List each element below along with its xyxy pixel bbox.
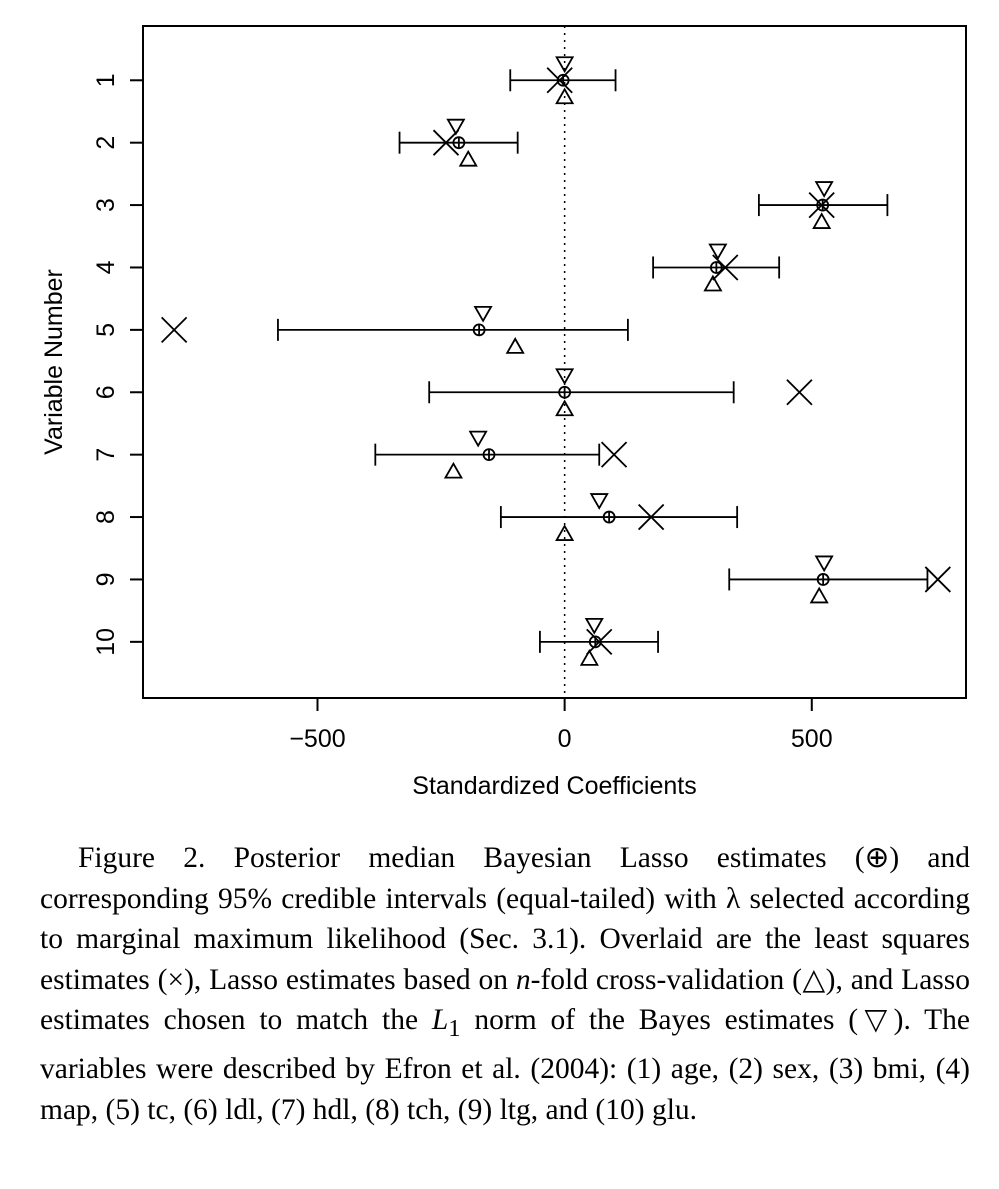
lasso-cv-point — [579, 649, 599, 666]
chart-marks — [161, 56, 951, 666]
lasso-l1-match-point — [468, 430, 488, 448]
lasso-l1-match-point — [814, 555, 834, 573]
plot-frame — [142, 25, 967, 699]
caption-norm-subscript: 1 — [448, 1014, 461, 1042]
x-tick-label: −500 — [289, 725, 345, 753]
y-tick-label: 5 — [92, 323, 120, 337]
lasso-cv-point — [812, 212, 832, 229]
least-squares-point — [924, 566, 951, 593]
least-squares-point — [161, 316, 188, 344]
lasso-cv-point — [555, 87, 575, 105]
y-tick-label: 10 — [92, 628, 120, 656]
x-axis: −500 0 500 — [289, 698, 833, 753]
least-squares-point — [600, 441, 628, 468]
lasso-l1-match-point — [708, 243, 728, 261]
x-tick-label: 500 — [791, 725, 833, 753]
y-axis-label: Variable Number — [40, 269, 68, 455]
caption-n-symbol: n — [515, 963, 531, 996]
least-squares-point — [786, 379, 813, 406]
least-squares-point — [637, 503, 665, 531]
figure-caption: Figure 2. Posterior median Bayesian Lass… — [40, 838, 970, 1130]
least-squares-point — [808, 191, 835, 219]
caption-text-1: Figure 2. Posterior median Bayesian Lass… — [40, 842, 970, 996]
lasso-l1-match-point — [446, 118, 466, 136]
caption-norm-symbol: L — [431, 1004, 449, 1036]
lasso-l1-match-point — [555, 56, 575, 74]
lasso-cv-point — [555, 399, 575, 417]
caption-text-2: -fold cross-validation (△), and Lasso es… — [40, 963, 970, 1037]
y-tick-label: 1 — [92, 73, 120, 87]
least-squares-point — [712, 254, 739, 281]
lasso-l1-match-point — [555, 368, 575, 386]
lasso-cv-point — [443, 461, 463, 479]
lasso-cv-point — [809, 586, 829, 604]
x-axis-label: Standardized Coefficients — [412, 772, 696, 800]
caption-text-3: norm of the Bayes estimates (▽). The var… — [40, 1004, 970, 1126]
coefficient-chart: −500 0 500 1 2 3 4 5 6 7 8 9 10 Standardized Coeffi… — [40, 25, 967, 800]
lasso-cv-point — [555, 524, 575, 541]
y-axis: 1 2 3 4 5 6 7 8 9 10 — [92, 73, 143, 656]
y-tick-label: 8 — [92, 510, 120, 524]
y-tick-label: 4 — [92, 260, 120, 274]
lasso-l1-match-point — [814, 181, 834, 198]
lasso-cv-point — [458, 149, 478, 167]
lasso-l1-match-point — [589, 493, 609, 510]
least-squares-point — [432, 129, 460, 156]
y-tick-label: 9 — [92, 572, 120, 586]
y-tick-label: 2 — [92, 136, 120, 150]
x-tick-label: 0 — [558, 725, 572, 753]
least-squares-point — [546, 67, 573, 94]
y-tick-label: 3 — [92, 198, 120, 212]
lasso-l1-match-point — [584, 617, 604, 635]
y-tick-label: 7 — [92, 448, 120, 462]
least-squares-point — [586, 628, 613, 655]
lasso-cv-point — [703, 274, 723, 292]
lasso-cv-point — [505, 337, 525, 354]
y-tick-label: 6 — [92, 385, 120, 399]
lasso-l1-match-point — [473, 305, 493, 323]
